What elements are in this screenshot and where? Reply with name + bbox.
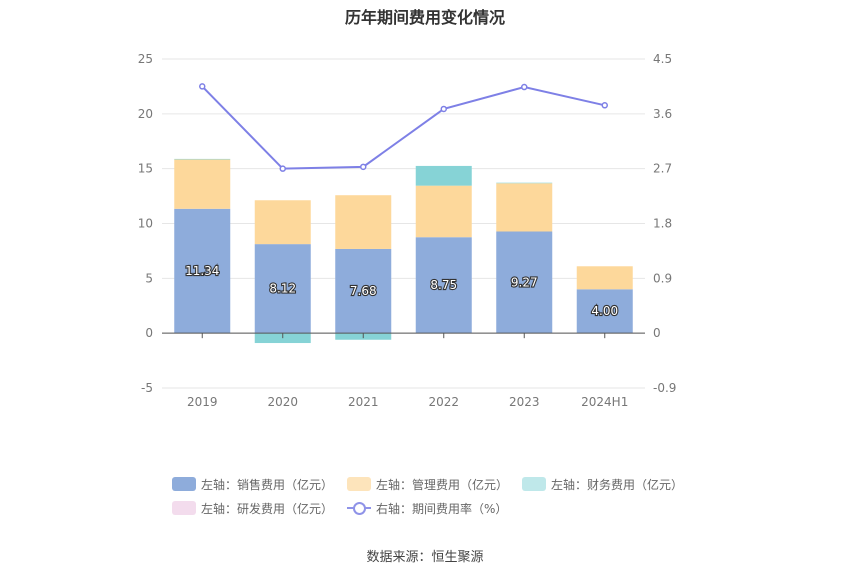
- legend-item-rate[interactable]: 右轴：期间费用率（%）: [347, 500, 507, 517]
- data-label: 4.00: [591, 304, 618, 318]
- x-tick-label: 2022: [428, 395, 459, 409]
- rate-point: [521, 83, 528, 91]
- rate-point: [360, 163, 367, 171]
- y-left-tick-label: 20: [138, 107, 153, 121]
- legend-label-finance: 左轴：财务费用（亿元）: [551, 477, 684, 492]
- x-tick-label: 2020: [267, 395, 298, 409]
- data-label: 11.34: [185, 264, 219, 278]
- bar-admin: [174, 159, 231, 209]
- y-left-tick-label: 5: [145, 271, 153, 285]
- y-left-tick-label: -5: [141, 381, 153, 395]
- rate-point: [440, 105, 447, 113]
- rate-line: [201, 85, 605, 170]
- legend-row-1: 左轴：销售费用（亿元） 左轴：管理费用（亿元） 左轴：财务费用（亿元）: [172, 472, 712, 496]
- bar-sales: [496, 231, 553, 334]
- data-label: 7.68: [350, 284, 377, 298]
- legend-swatch-sales: [172, 477, 196, 491]
- legend-item-rnd[interactable]: 左轴：研发费用（亿元）: [172, 500, 333, 517]
- chart-canvas: -5 0 5 10 15 20 25 -0.9 0 0.9 1.8 2.7 3.6 4.5 2019 2020…: [138, 52, 677, 409]
- bar-sales: [576, 289, 633, 334]
- rate-point: [601, 102, 608, 109]
- legend-label-sales: 左轴：销售费用（亿元）: [201, 477, 334, 492]
- legend-swatch-finance: [522, 477, 547, 491]
- data-label: 8.75: [430, 278, 457, 292]
- bar-admin: [415, 185, 472, 238]
- y-right-tick-label: 0.9: [653, 271, 672, 285]
- y-left-tick-label: 15: [138, 162, 153, 176]
- y-right-tick-label: 0: [653, 326, 661, 340]
- y-left-tick-label: 25: [138, 52, 153, 66]
- y-left-tick-label: 0: [145, 326, 153, 340]
- y-right-tick-label: 1.8: [653, 217, 672, 231]
- bar-finance: [415, 165, 472, 186]
- bar-finance: [174, 158, 231, 160]
- data-label: 9.27: [511, 275, 538, 289]
- legend-item-finance[interactable]: 左轴：财务费用（亿元）: [522, 476, 683, 493]
- x-tick-label: 2019: [187, 395, 218, 409]
- y-right-tick-label: 3.6: [653, 107, 672, 121]
- x-tick-label: 2023: [509, 395, 540, 409]
- legend-item-sales[interactable]: 左轴：销售费用（亿元）: [172, 476, 333, 493]
- bar-admin: [254, 200, 311, 245]
- legend-label-rnd: 左轴：研发费用（亿元）: [201, 501, 334, 516]
- bar-finance: [496, 182, 553, 184]
- bar-sales: [254, 244, 311, 334]
- rate-point: [279, 165, 286, 172]
- x-tick-label: 2024H1: [581, 395, 628, 409]
- data-label: 8.12: [269, 282, 296, 296]
- bar-sales: [335, 248, 392, 334]
- legend-swatch-admin: [347, 477, 372, 491]
- legend-label-admin: 左轴：管理费用（亿元）: [376, 477, 509, 492]
- y-right-tick-label: 2.7: [653, 162, 672, 176]
- y-right-tick-label: 4.5: [653, 52, 672, 66]
- data-source: 数据来源：恒生聚源: [366, 550, 484, 565]
- bar-admin: [335, 195, 392, 249]
- bar-sales: [415, 237, 472, 334]
- chart-title: 历年期间费用变化情况: [344, 8, 505, 27]
- bar-admin: [496, 183, 553, 232]
- legend-line-marker-icon: [347, 501, 372, 515]
- legend-item-admin[interactable]: 左轴：管理费用（亿元）: [347, 476, 508, 493]
- legend-swatch-rnd: [172, 501, 196, 515]
- x-tick-label: 2021: [348, 395, 379, 409]
- legend-row-2: 左轴：研发费用（亿元） 右轴：期间费用率（%）: [172, 496, 712, 520]
- y-left-tick-label: 10: [138, 217, 153, 231]
- rate-point: [199, 83, 206, 90]
- chart-legend: 左轴：销售费用（亿元） 左轴：管理费用（亿元） 左轴：财务费用（亿元） 左轴：研…: [172, 472, 712, 520]
- y-right-tick-label: -0.9: [653, 381, 676, 395]
- bar-sales: [174, 208, 231, 334]
- bar-admin: [576, 266, 633, 290]
- legend-label-rate: 右轴：期间费用率（%）: [376, 501, 508, 516]
